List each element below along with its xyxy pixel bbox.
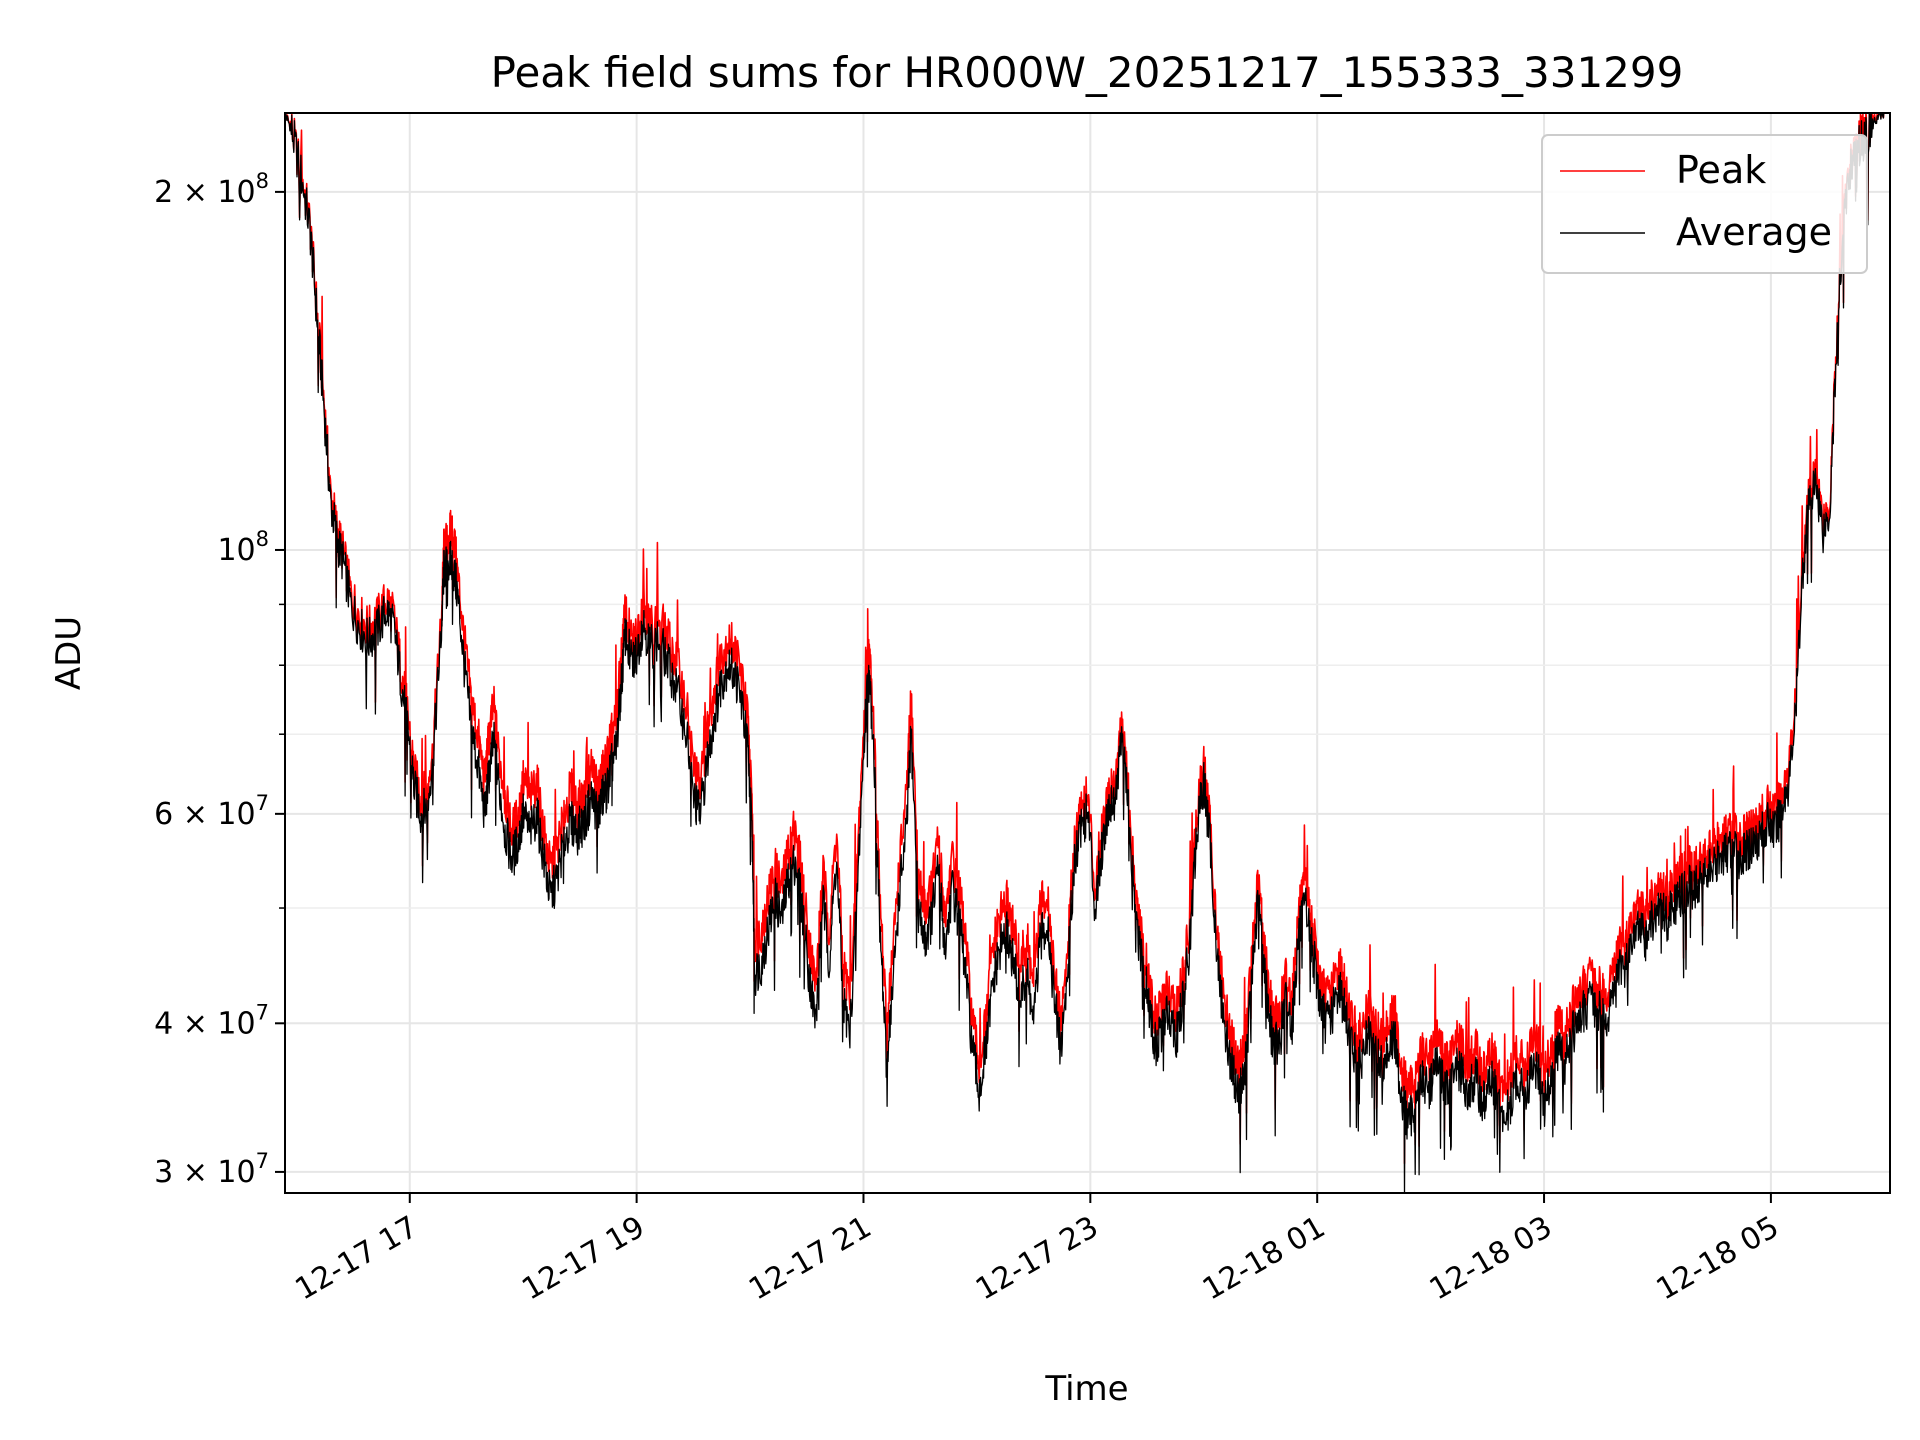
legend-label-peak: Peak	[1676, 148, 1766, 192]
series-line-peak	[284, 112, 1885, 1165]
y-tick-label: 2 × 108	[154, 169, 269, 210]
chart-title: Peak field sums for HR000W_20251217_1553…	[491, 48, 1684, 97]
legend-box	[1541, 134, 1868, 274]
y-axis-label: ADU	[49, 616, 89, 690]
legend: Peak Average	[1541, 134, 1868, 274]
series-line-average	[284, 112, 1885, 1194]
series-layer	[284, 112, 1885, 1194]
y-tick-label: 3 × 107	[154, 1149, 269, 1190]
y-tick-label: 6 × 107	[154, 791, 269, 832]
y-tick-label: 108	[217, 527, 269, 568]
x-axis-label: Time	[1044, 1369, 1128, 1409]
y-tick-label: 4 × 107	[154, 1000, 269, 1041]
legend-label-average: Average	[1676, 210, 1832, 254]
plot-frame	[284, 112, 1891, 1194]
